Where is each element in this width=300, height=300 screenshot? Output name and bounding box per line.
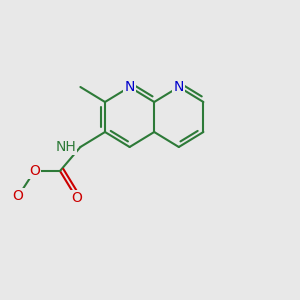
Text: O: O	[71, 191, 82, 205]
Text: NH: NH	[55, 140, 76, 154]
Text: N: N	[124, 80, 135, 94]
Text: O: O	[13, 190, 23, 203]
Text: N: N	[174, 80, 184, 94]
Text: O: O	[29, 164, 40, 178]
